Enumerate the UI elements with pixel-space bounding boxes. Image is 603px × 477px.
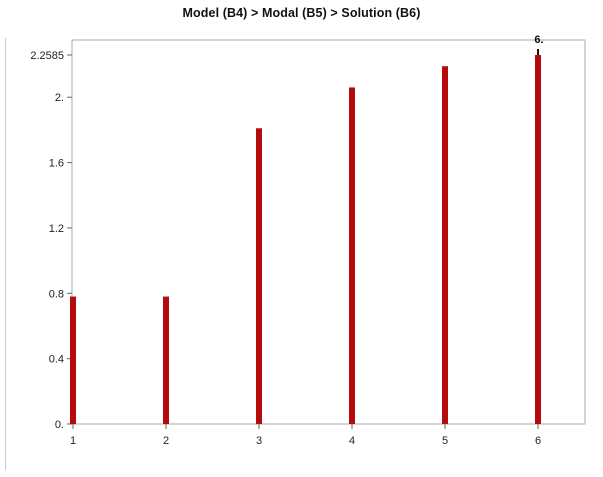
bar-2[interactable] [163, 296, 169, 424]
plot-area-frame [71, 39, 586, 425]
y-axis: 0. 0.4 0.8 1.2 1.6 2. 2.2585 [30, 50, 72, 431]
chart-title: Model (B4) > Modal (B5) > Solution (B6) [182, 6, 421, 20]
left-border-line [5, 38, 6, 470]
y-tick-label-1: 0.4 [49, 354, 64, 366]
y-tick-label-5: 2. [55, 92, 64, 104]
x-tick-label-5: 6 [535, 435, 541, 447]
bar-1[interactable] [70, 296, 76, 424]
bar-4[interactable] [349, 87, 355, 424]
annotations: 6. [534, 34, 544, 55]
bar-series [70, 55, 541, 425]
y-tick-label-3: 1.2 [49, 223, 64, 235]
x-tick-label-0: 1 [70, 435, 76, 447]
annotation-label: 6. [534, 34, 543, 46]
x-tick-label-1: 2 [163, 435, 169, 447]
bar-3[interactable] [256, 128, 262, 425]
y-tick-label-2: 0.8 [49, 288, 64, 300]
bar-5[interactable] [442, 66, 448, 425]
x-tick-label-3: 4 [349, 435, 355, 447]
y-tick-label-0: 0. [55, 419, 64, 431]
x-tick-label-2: 3 [256, 435, 262, 447]
x-axis: 1 2 3 4 5 6 [70, 424, 541, 447]
x-tick-label-4: 5 [442, 435, 448, 447]
y-tick-label-4: 1.6 [49, 158, 64, 170]
bar-6[interactable] [535, 55, 541, 424]
y-tick-label-6: 2.2585 [30, 50, 64, 62]
